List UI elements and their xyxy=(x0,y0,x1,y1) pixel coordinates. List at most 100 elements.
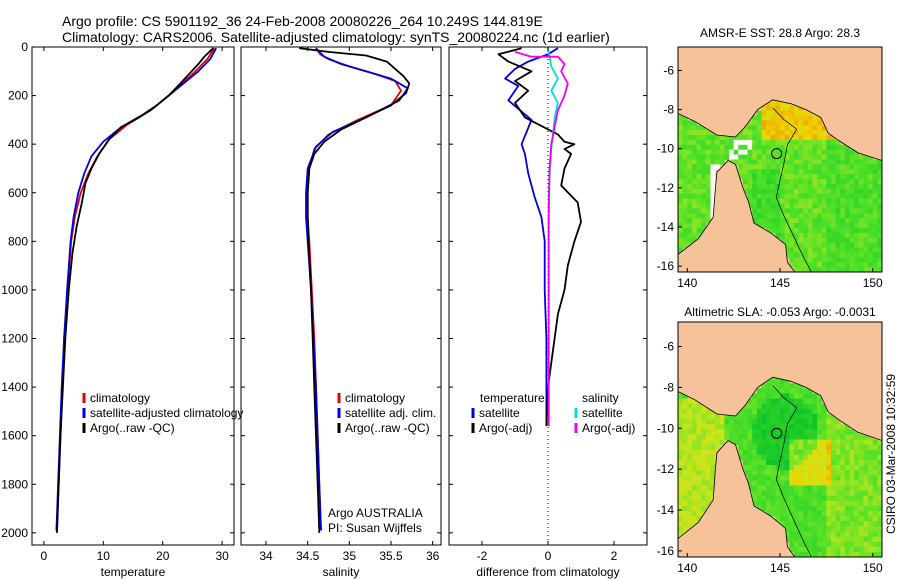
sst-map-cell xyxy=(687,159,693,165)
sst-map-cell xyxy=(687,169,693,175)
sla-map-cell xyxy=(789,511,795,517)
sla-map-cell xyxy=(696,495,702,502)
sla-map-cell xyxy=(817,424,823,430)
sst-map-cell xyxy=(775,125,781,131)
sst-map-cell xyxy=(705,198,711,204)
sst-map-cell xyxy=(877,223,882,229)
sla-map-cell xyxy=(835,480,841,486)
sst-map-cell xyxy=(691,198,697,204)
sla-map-cell xyxy=(766,383,772,389)
sst-map-cell xyxy=(807,110,813,116)
sst-map-cell xyxy=(705,144,711,151)
sla-map-cell xyxy=(682,439,688,445)
sst-map-cell xyxy=(766,179,772,185)
sst-map-cell xyxy=(868,247,874,253)
sst-map-cell xyxy=(678,232,683,239)
sla-map-cell xyxy=(691,485,697,491)
sst-map-cell xyxy=(775,115,781,121)
sst-map-cell xyxy=(770,149,776,155)
sst-map-cell xyxy=(761,174,767,180)
sla-map-cell xyxy=(770,505,776,512)
sst-map-cell xyxy=(872,237,878,244)
sst-map-cell xyxy=(798,105,804,111)
sla-map-cell xyxy=(793,536,799,543)
sla-map-cell xyxy=(742,414,748,420)
sst-map-cell xyxy=(761,159,767,165)
sst-map-cell xyxy=(826,198,832,204)
sst-map-cell xyxy=(849,159,855,165)
sla-map-cell xyxy=(696,511,702,517)
sst-map-field-cells xyxy=(678,100,882,272)
sla-map-cell xyxy=(854,551,860,557)
sst-map-cell xyxy=(844,154,850,160)
sla-map-cell xyxy=(756,439,762,445)
sla-map-cell xyxy=(858,470,864,476)
sst-map-cell xyxy=(793,105,799,111)
sst-map-cell xyxy=(817,237,823,244)
sla-map-cell xyxy=(701,429,707,435)
sla-map-cell xyxy=(803,516,809,522)
sst-map-cell xyxy=(766,223,772,229)
sst-map-cell xyxy=(756,174,762,180)
sla-map-cell xyxy=(682,485,688,491)
sst-map-cell xyxy=(821,237,827,244)
sla-map-cell xyxy=(798,495,804,502)
sst-map-cell xyxy=(812,198,818,204)
sla-map-cell xyxy=(691,444,697,451)
sla-map-cell xyxy=(858,439,864,445)
sst-map-cell xyxy=(849,193,855,199)
sst-map-cell xyxy=(710,159,716,165)
sst-map-cell xyxy=(821,149,827,155)
sla-map-cell xyxy=(812,541,818,548)
sst-map-cell xyxy=(780,169,785,175)
sla-map-cell xyxy=(761,465,767,471)
sst-map-cell xyxy=(844,169,850,175)
sst-map-cell xyxy=(812,203,818,209)
sst-map-cell xyxy=(835,267,841,272)
sla-map-cell xyxy=(687,449,693,456)
sst-map-cell xyxy=(858,203,864,209)
sla-map-cell xyxy=(877,449,882,456)
sla-map-cell xyxy=(817,521,823,527)
sla-map-cell xyxy=(738,419,744,425)
sst-map-ytick-label: -6 xyxy=(663,63,674,77)
sst-map-cell xyxy=(840,242,846,248)
sla-map-cell xyxy=(844,480,850,486)
sst-map-cell xyxy=(798,159,804,165)
sla-map-cell xyxy=(817,419,823,425)
sst-map-cell xyxy=(849,179,855,185)
sst-map-cell xyxy=(784,174,790,180)
sst-map-cell xyxy=(789,223,795,229)
sst-map-cell xyxy=(826,247,832,253)
sla-map-cell xyxy=(784,434,790,440)
sst-map-cell xyxy=(840,154,846,160)
sla-map-cell xyxy=(858,511,864,517)
sst-map-cell xyxy=(678,130,683,136)
sst-map-cell xyxy=(840,164,846,170)
sla-map-cell xyxy=(835,470,841,476)
sst-map-cell xyxy=(770,139,776,146)
sla-map-cell xyxy=(831,495,836,502)
sst-map-cell xyxy=(868,242,874,248)
sla-map-cell xyxy=(682,398,688,405)
sla-map-cell xyxy=(831,541,836,548)
sst-map-cell xyxy=(682,237,688,244)
sla-map-cell xyxy=(817,439,823,445)
sla-map-cell xyxy=(715,419,721,425)
sst-map-cell xyxy=(793,237,799,244)
sla-map-cell xyxy=(849,521,855,527)
sst-map-cell xyxy=(701,213,707,219)
sst-map-cell xyxy=(831,218,836,224)
temperature-profile-xtick-label: 20 xyxy=(156,549,170,563)
sla-map-cell xyxy=(752,414,758,420)
sst-map-cell xyxy=(863,257,869,263)
sst-map-cell xyxy=(780,120,785,126)
sst-map-cell xyxy=(784,110,790,116)
sst-map-cell xyxy=(789,218,795,224)
sst-map-cell xyxy=(831,203,836,209)
sla-map-cell xyxy=(821,439,827,445)
sla-map-cell xyxy=(793,429,799,435)
sla-map-cell xyxy=(701,485,707,491)
sst-map-cell xyxy=(770,135,776,141)
sst-map-cell xyxy=(858,188,864,195)
